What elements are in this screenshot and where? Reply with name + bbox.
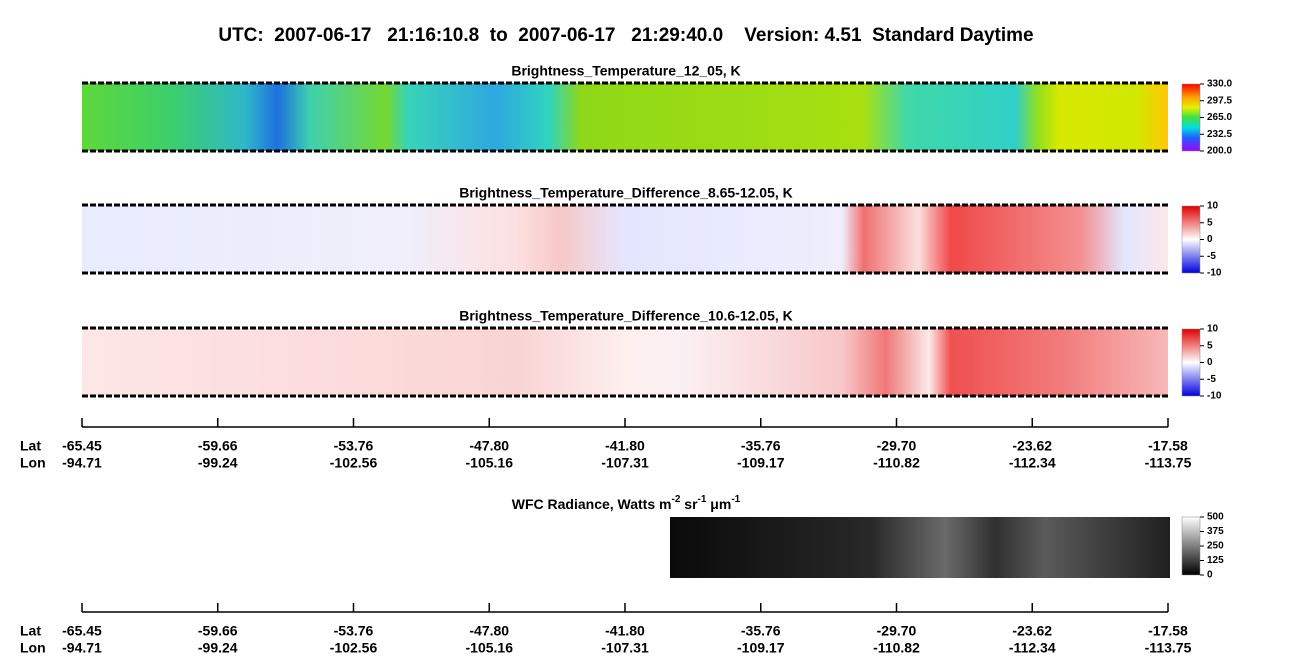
panel-title: Brightness_Temperature_12_05, K xyxy=(511,63,740,79)
colorbar-label: 5 xyxy=(1207,340,1213,351)
colorbar xyxy=(1181,516,1201,576)
lon-value: -107.31 xyxy=(601,640,649,656)
lat-value: -41.80 xyxy=(605,623,645,639)
lon-value: -102.56 xyxy=(330,640,378,656)
lat-label: Lat xyxy=(20,438,41,454)
lon-value: -105.16 xyxy=(466,455,514,471)
colorbar-label: 232.5 xyxy=(1207,129,1232,140)
lat-value: -59.66 xyxy=(198,623,238,639)
lat-value: -23.62 xyxy=(1012,438,1052,454)
lat-value: -53.76 xyxy=(334,438,374,454)
colorbar-label: 250 xyxy=(1207,541,1224,552)
colorbar xyxy=(1181,83,1201,152)
image-strip xyxy=(82,205,1168,273)
lon-value: -94.71 xyxy=(62,455,102,471)
colorbar-label: -10 xyxy=(1207,268,1222,279)
page-title: UTC: 2007-06-17 21:16:10.8 to 2007-06-17… xyxy=(218,25,1033,46)
lat-value: -17.58 xyxy=(1148,623,1188,639)
panel-title: Brightness_Temperature_Difference_8.65-1… xyxy=(459,185,793,201)
lat-value: -17.58 xyxy=(1148,438,1188,454)
lat-value: -53.76 xyxy=(334,623,374,639)
lon-value: -113.75 xyxy=(1145,640,1192,656)
colorbar-label: 125 xyxy=(1207,555,1224,566)
colorbar-label: 0 xyxy=(1207,570,1213,581)
lat-value: -47.80 xyxy=(469,438,509,454)
lat-value: -41.80 xyxy=(605,438,645,454)
lat-value: -23.62 xyxy=(1012,623,1052,639)
title-part: sr xyxy=(680,496,698,512)
lon-value: -99.24 xyxy=(198,640,238,656)
colorbar xyxy=(1181,328,1201,397)
lat-value: -65.45 xyxy=(62,438,102,454)
colorbar-label: -5 xyxy=(1207,251,1216,262)
colorbar-label: 375 xyxy=(1207,526,1224,537)
title-superscript: -1 xyxy=(698,494,707,505)
colorbar-label: 0 xyxy=(1207,234,1213,245)
lat-value: -47.80 xyxy=(469,623,509,639)
lat-value: -59.66 xyxy=(198,438,238,454)
lon-value: -109.17 xyxy=(737,455,785,471)
colorbar-label: 0 xyxy=(1207,357,1213,368)
colorbar-label: 10 xyxy=(1207,324,1219,335)
title-part: WFC Radiance, Watts m xyxy=(512,496,672,512)
lon-value: -112.34 xyxy=(1009,640,1056,656)
lat-value: -29.70 xyxy=(877,438,917,454)
wfc-image xyxy=(670,517,1170,578)
lat-value: -35.76 xyxy=(741,438,781,454)
colorbar-label: 200.0 xyxy=(1207,146,1232,157)
lon-value: -94.71 xyxy=(62,640,102,656)
lon-value: -107.31 xyxy=(601,455,649,471)
title-superscript: -1 xyxy=(731,494,740,505)
lon-value: -110.82 xyxy=(873,455,920,471)
lon-value: -99.24 xyxy=(198,455,238,471)
colorbar-label: 10 xyxy=(1207,201,1219,212)
colorbar xyxy=(1181,205,1201,274)
lon-value: -109.17 xyxy=(737,640,785,656)
image-strip xyxy=(82,83,1168,151)
lat-value: -35.76 xyxy=(741,623,781,639)
colorbar-label: 5 xyxy=(1207,217,1213,228)
colorbar-label: -10 xyxy=(1207,391,1222,402)
title-part: μm xyxy=(706,496,731,512)
colorbar-label: 297.5 xyxy=(1207,95,1232,106)
title-superscript: -2 xyxy=(671,494,680,505)
lon-value: -112.34 xyxy=(1009,455,1056,471)
colorbar-label: 265.0 xyxy=(1207,112,1232,123)
colorbar-label: 500 xyxy=(1207,512,1224,523)
lon-value: -105.16 xyxy=(466,640,514,656)
lon-value: -113.75 xyxy=(1145,455,1192,471)
lat-value: -65.45 xyxy=(62,623,102,639)
colorbar-label: -5 xyxy=(1207,374,1216,385)
lon-value: -102.56 xyxy=(330,455,378,471)
image-strip xyxy=(82,328,1168,396)
lat-label: Lat xyxy=(20,623,41,639)
lon-label: Lon xyxy=(20,455,46,471)
lon-label: Lon xyxy=(20,640,46,656)
panel-title: Brightness_Temperature_Difference_10.6-1… xyxy=(459,308,793,324)
lat-value: -29.70 xyxy=(877,623,917,639)
colorbar-label: 330.0 xyxy=(1207,79,1232,90)
lon-value: -110.82 xyxy=(873,640,920,656)
wfc-title: WFC Radiance, Watts m-2 sr-1 μm-1 xyxy=(512,494,741,512)
